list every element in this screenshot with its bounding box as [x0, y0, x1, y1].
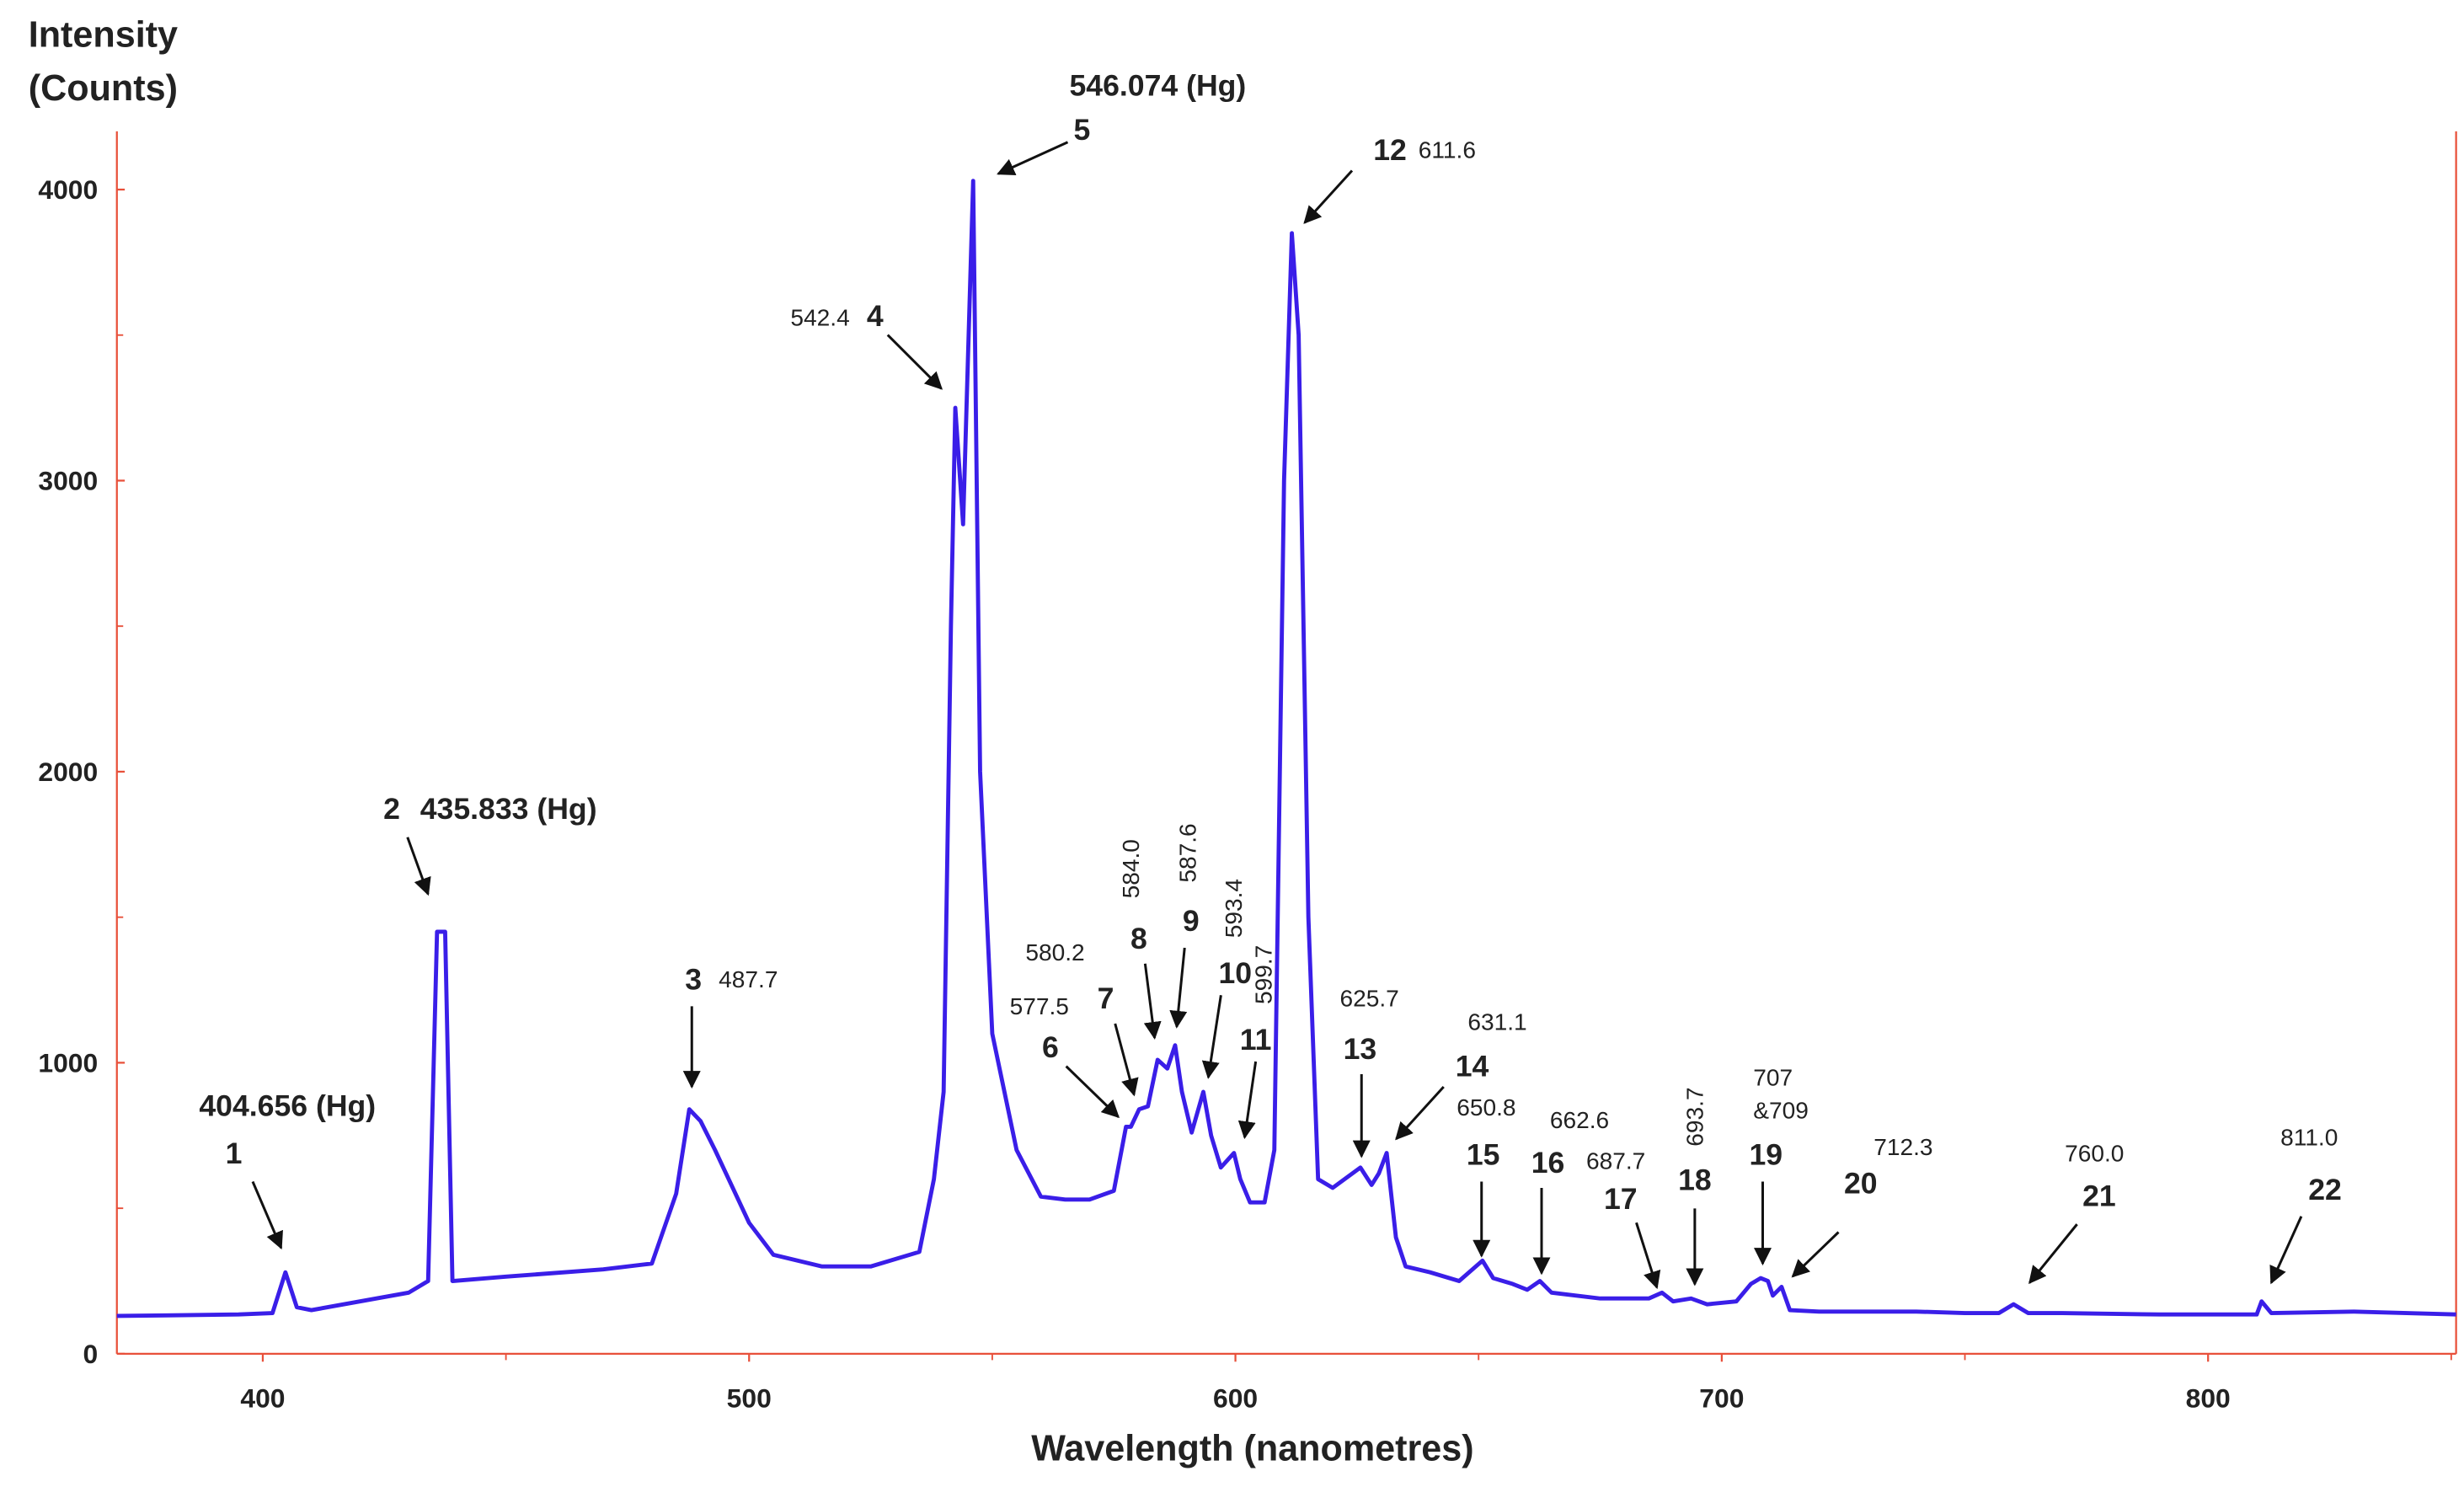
- peak-number: 13: [1344, 1032, 1377, 1066]
- peak-wavelength: 707: [1753, 1064, 1793, 1090]
- peak-wavelength: 811.0: [2280, 1125, 2338, 1151]
- peak-wavelength: 546.074 (Hg): [1069, 68, 1246, 102]
- arrow: [1395, 1085, 1445, 1141]
- peak-number: 20: [1844, 1166, 1878, 1200]
- peak-number: 22: [2308, 1173, 2342, 1206]
- peak-number: 5: [1073, 113, 1090, 147]
- y-axis-title: (Counts): [29, 68, 178, 109]
- peak-number: 18: [1678, 1163, 1712, 1197]
- spectrum-line: [116, 179, 2456, 1319]
- peak-number: 1: [226, 1137, 243, 1170]
- arrow: [406, 837, 431, 896]
- peak-wavelength: 542.4: [790, 304, 849, 330]
- peak-number: 14: [1456, 1050, 1489, 1083]
- peak-number: 4: [867, 299, 884, 333]
- arrow: [1143, 963, 1162, 1040]
- arrow: [2028, 1223, 2078, 1285]
- arrow: [1201, 995, 1222, 1079]
- peak-number: 15: [1467, 1138, 1500, 1172]
- arrow: [1791, 1231, 1840, 1278]
- x-tick-label: 800: [2186, 1383, 2231, 1413]
- peak-wavelength: 650.8: [1456, 1094, 1515, 1121]
- peak-wavelength: 662.6: [1550, 1107, 1609, 1133]
- arrow: [1635, 1222, 1661, 1290]
- arrow: [886, 334, 943, 390]
- peak-number: 8: [1130, 922, 1147, 955]
- peak-wavelength: 687.7: [1586, 1148, 1645, 1174]
- peak-wavelength: 587.6: [1175, 823, 1201, 882]
- arrow: [1114, 1023, 1139, 1097]
- arrow: [2269, 1216, 2303, 1285]
- y-tick-label: 4000: [38, 174, 98, 205]
- arrow: [1065, 1065, 1120, 1119]
- peak-wavelength: 593.4: [1221, 879, 1247, 938]
- y-axis-title: Intensity: [29, 14, 178, 55]
- y-tick-label: 3000: [38, 465, 98, 495]
- y-tick-label: 1000: [38, 1047, 98, 1078]
- peak-wavelength: 599.7: [1251, 945, 1277, 1004]
- peak-wavelength: 435.833 (Hg): [420, 792, 597, 826]
- x-tick-label: 600: [1213, 1383, 1258, 1413]
- peak-number: 7: [1098, 982, 1114, 1015]
- peak-number: 16: [1531, 1146, 1565, 1179]
- peak-number: 12: [1373, 133, 1407, 167]
- arrow: [251, 1180, 283, 1250]
- arrow: [1237, 1061, 1258, 1140]
- peak-wavelength: &709: [1753, 1098, 1809, 1124]
- y-tick-label: 2000: [38, 757, 98, 787]
- peak-wavelength: 760.0: [2065, 1140, 2124, 1166]
- peak-wavelength: 693.7: [1681, 1087, 1708, 1146]
- peak-wavelength: 712.3: [1873, 1134, 1932, 1160]
- arrow: [1169, 947, 1188, 1029]
- peak-number: 19: [1749, 1138, 1783, 1172]
- peak-number: 9: [1183, 904, 1200, 938]
- peak-number: 3: [685, 963, 702, 997]
- x-tick-label: 400: [240, 1383, 285, 1413]
- peak-wavelength: 404.656 (Hg): [199, 1089, 376, 1123]
- peak-wavelength: 487.7: [719, 966, 778, 992]
- x-tick-label: 500: [727, 1383, 772, 1413]
- peak-number: 2: [383, 792, 400, 826]
- peak-wavelength: 580.2: [1025, 939, 1084, 965]
- peak-wavelength: 625.7: [1339, 986, 1398, 1012]
- peak-number: 10: [1218, 956, 1252, 990]
- arrow: [997, 141, 1069, 175]
- peak-number: 11: [1240, 1023, 1272, 1056]
- peak-number: 17: [1604, 1182, 1638, 1216]
- peak-number: 6: [1042, 1030, 1059, 1064]
- peak-wavelength: 577.5: [1010, 993, 1069, 1019]
- x-axis-title: Wavelength (nanometres): [1031, 1428, 1473, 1468]
- peak-number: 21: [2082, 1179, 2116, 1212]
- y-tick-label: 0: [83, 1339, 99, 1369]
- x-tick-label: 700: [1699, 1383, 1744, 1413]
- peak-wavelength: 611.6: [1419, 137, 1476, 163]
- arrow: [1303, 169, 1354, 224]
- peak-wavelength: 584.0: [1118, 839, 1144, 898]
- peak-wavelength: 631.1: [1467, 1009, 1526, 1035]
